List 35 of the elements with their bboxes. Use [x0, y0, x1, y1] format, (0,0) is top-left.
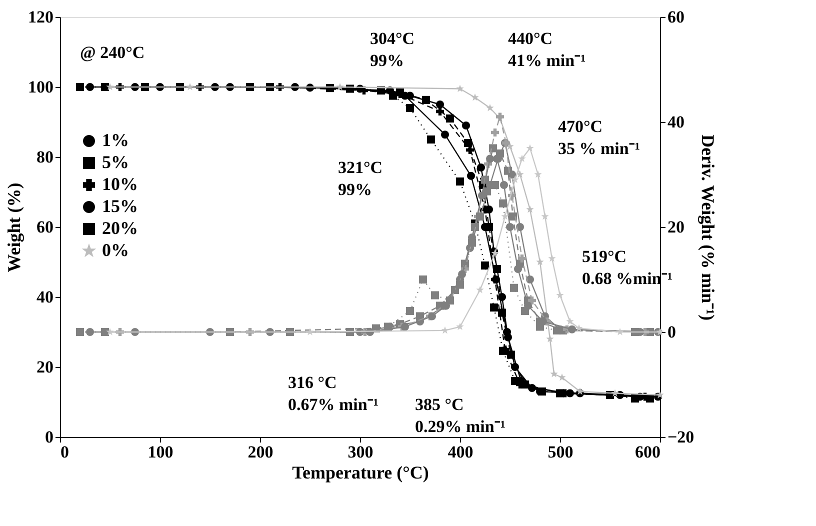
- y2-axis-title: Deriv. Weight (% min⁻¹): [698, 134, 718, 321]
- y-tick-label: 0: [45, 428, 54, 446]
- annotation: 304°C 99%: [370, 29, 415, 70]
- legend-label: 10%: [102, 174, 138, 194]
- y-tick-label: 60: [36, 218, 54, 236]
- legend-label: 0%: [102, 240, 129, 260]
- legend-label: 1%: [102, 130, 129, 150]
- annotation: 470°C 35 % min⁻¹: [558, 117, 640, 158]
- y2-tick-label: −20: [668, 428, 694, 446]
- x-tick-label: 500: [548, 442, 574, 462]
- y-axis-title: Weight (%): [4, 182, 24, 272]
- annotation: 440°C 41% min⁻¹: [508, 29, 586, 70]
- legend-label: 15%: [102, 196, 138, 216]
- legend-label: 5%: [102, 152, 129, 172]
- annotation: 385 °C 0.29% min⁻¹: [415, 395, 506, 436]
- y2-tick-label: 40: [668, 112, 684, 132]
- y-tick-label: 100: [28, 78, 54, 96]
- annotation: 316 °C 0.67% min⁻¹: [288, 373, 378, 414]
- x-axis-title: Temperature (°C): [292, 462, 429, 482]
- annotation: @ 240°C: [80, 43, 145, 62]
- y-tick-label: 120: [28, 8, 54, 26]
- legend-label: 20%: [102, 218, 138, 238]
- x-tick-label: 100: [148, 442, 174, 462]
- y2-tick-label: 60: [668, 8, 684, 26]
- x-tick-label: 200: [248, 442, 274, 462]
- y2-tick-label: 0: [668, 322, 676, 342]
- x-tick-label: 300: [348, 442, 374, 462]
- annotation: 321°C 99%: [338, 158, 383, 199]
- y-tick-label: 40: [36, 288, 54, 306]
- y-tick-label: 20: [36, 358, 54, 376]
- y2-tick-label: 20: [668, 218, 684, 236]
- x-tick-label: 0: [60, 442, 69, 462]
- y-tick-label: 80: [36, 148, 54, 166]
- x-tick-label: 400: [448, 442, 474, 462]
- x-tick-label: 600: [635, 442, 660, 462]
